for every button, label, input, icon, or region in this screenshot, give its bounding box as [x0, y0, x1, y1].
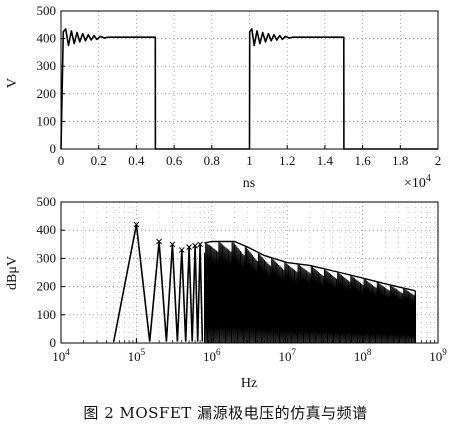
freq-x-tick-base: 10	[278, 349, 291, 364]
time-x-multiplier-exp: 4	[426, 173, 431, 184]
time-domain-chart: 0 0.2 0.4 0.6 0.8 1 1.2 1.4 1.6 1.8 2 0 100 200 300 400…	[5, 3, 441, 191]
freq-x-tick-exp: 6	[216, 347, 221, 357]
freq-x-tick-exp: 5	[141, 347, 146, 357]
time-y-tick-label: 400	[37, 31, 57, 46]
time-x-tick-label: 1.4	[317, 153, 334, 168]
freq-x-tick-label: 109	[429, 347, 447, 364]
freq-x-tick-base: 10	[354, 349, 367, 364]
time-x-tick-label: 1	[246, 153, 253, 168]
time-ticks: 0 0.2 0.4 0.6 0.8 1 1.2 1.4 1.6 1.8 2 0 100 200 300 400…	[37, 3, 442, 168]
time-y-tick-label: 0	[50, 141, 57, 156]
time-y-tick-label: 100	[37, 113, 57, 128]
time-series-group	[60, 28, 438, 150]
freq-plot-frame	[60, 201, 439, 344]
freq-peak-marker	[169, 241, 176, 248]
freq-x-tick-exp: 8	[367, 347, 372, 357]
time-y-tick-label: 500	[37, 3, 57, 18]
freq-y-tick-label: 400	[37, 222, 57, 237]
freq-y-tick-label: 100	[37, 307, 57, 322]
freq-x-tick-label: 106	[203, 347, 221, 364]
freq-x-axis-label: Hz	[241, 376, 257, 391]
time-x-multiplier-base: ×10	[404, 176, 426, 191]
freq-envelope-line	[204, 240, 416, 292]
freq-x-tick-label: 107	[278, 347, 296, 364]
time-x-tick-label: 2	[435, 153, 442, 168]
time-y-axis-label: V	[5, 78, 20, 88]
time-x-tick-label: 0.6	[166, 153, 183, 168]
figure-caption: 图 2 MOSFET 漏源极电压的仿真与频谱	[83, 404, 368, 422]
freq-x-tick-base: 10	[128, 349, 141, 364]
time-x-tick-label: 0.2	[91, 153, 107, 168]
freq-peak-marker	[178, 247, 185, 253]
time-y-tick-label: 300	[37, 58, 57, 73]
freq-x-tick-label: 108	[354, 347, 372, 364]
freq-x-tick-label: 104	[52, 347, 70, 364]
time-y-tick-label: 200	[37, 86, 57, 101]
freq-peak-marker	[197, 241, 203, 248]
freq-dense-spectrum	[204, 241, 416, 344]
freq-peak-marker	[156, 238, 162, 245]
freq-x-tick-label: 105	[128, 347, 146, 364]
time-x-tick-label: 0	[58, 153, 65, 168]
freq-x-tick-base: 10	[429, 349, 442, 364]
freq-y-tick-label: 0	[50, 335, 57, 350]
time-series-line	[60, 28, 438, 150]
time-x-tick-label: 1.6	[354, 153, 371, 168]
freq-peak-marker	[192, 242, 198, 249]
time-x-tick-label: 1.8	[392, 153, 408, 168]
freq-x-tick-exp: 9	[442, 347, 447, 357]
freq-y-tick-label: 500	[37, 194, 57, 209]
freq-y-tick-label: 200	[37, 279, 57, 294]
freq-peak-marker	[133, 221, 140, 228]
time-x-tick-label: 0.4	[128, 153, 145, 168]
time-x-axis-label: ns	[243, 176, 255, 191]
time-x-multiplier: ×104	[404, 173, 431, 191]
freq-x-tick-base: 10	[203, 349, 216, 364]
freq-x-tick-base: 10	[52, 349, 65, 364]
freq-x-tick-exp: 4	[65, 347, 70, 357]
freq-x-tick-exp: 7	[291, 347, 296, 357]
freq-y-axis-label: dBμV	[5, 256, 20, 290]
time-x-tick-label: 0.8	[204, 153, 220, 168]
freq-peak-marker	[186, 244, 192, 250]
freq-y-tick-label: 300	[37, 250, 57, 265]
time-x-tick-label: 1.2	[279, 153, 295, 168]
